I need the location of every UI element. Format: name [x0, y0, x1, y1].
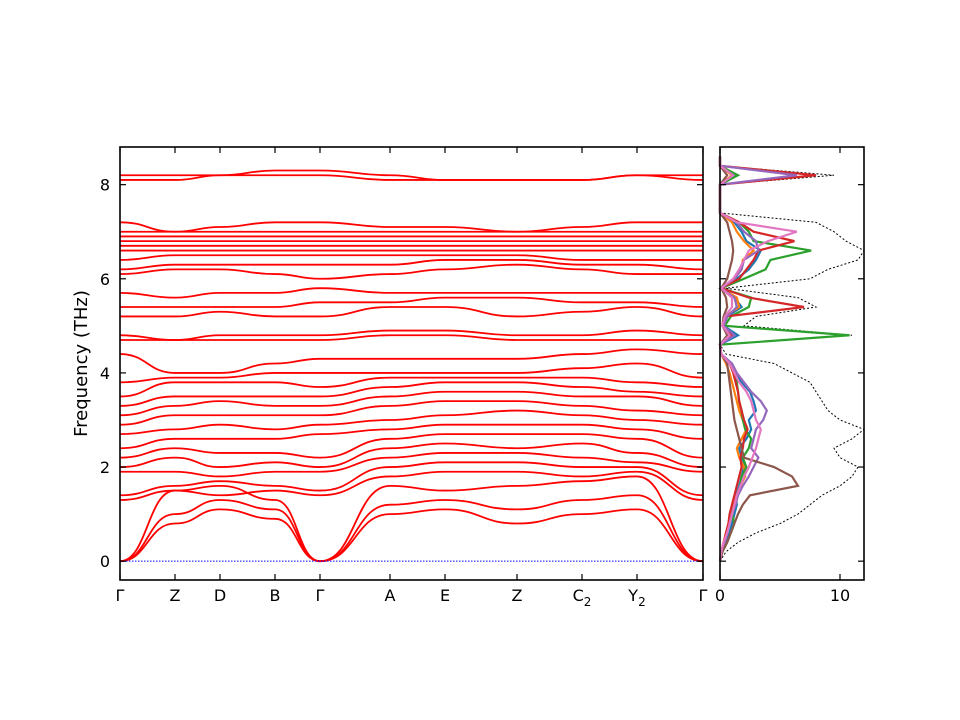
dos-x-tick-label: 10 [830, 586, 850, 605]
band-11 [119, 390, 704, 417]
dos-panel: 0 10 [715, 146, 865, 605]
y-tick-label: 8 [100, 176, 110, 195]
band-10 [119, 400, 704, 426]
dos-partial-line-6 [718, 156, 798, 562]
band-15 [119, 348, 704, 374]
band-9 [119, 409, 704, 435]
band-2 [119, 475, 704, 563]
dos-ticks [719, 147, 864, 580]
y-tick-label: 2 [100, 458, 110, 477]
dos-total-line [719, 156, 865, 562]
band-22 [119, 259, 704, 271]
band-13 [119, 376, 704, 398]
y-tick-label: 6 [100, 270, 110, 289]
kpoint-label: Y2 [627, 586, 645, 609]
kpoint-label: C2 [573, 586, 592, 609]
band-23 [119, 254, 703, 261]
band-5 [120, 452, 704, 478]
kpoint-label: Z [512, 586, 523, 605]
band-1 [119, 494, 704, 563]
band-16 [120, 334, 703, 341]
band-6 [119, 442, 704, 468]
dos-x-tick-labels: 0 10 [715, 586, 850, 605]
kpoint-label: E [440, 586, 450, 605]
band-19 [120, 296, 704, 308]
band-ticks [119, 147, 704, 580]
kpoint-label: Z [170, 586, 181, 605]
band-plot-frame [119, 146, 704, 581]
dos-partial-line-5 [718, 156, 800, 562]
kpoint-label: Γ [699, 586, 708, 605]
band-21 [119, 263, 703, 280]
y-axis-label: Frequency (THz) [71, 290, 92, 437]
band-14 [119, 362, 704, 384]
kpoint-label: Γ [116, 586, 125, 605]
band-18 [120, 306, 704, 318]
kpoint-label: A [385, 586, 396, 605]
dos-lines [717, 156, 865, 562]
band-8 [119, 423, 704, 450]
kpoint-labels: Γ Z D B Γ A E Z C2 Y2 Γ [116, 586, 708, 609]
kpoint-label: Γ [316, 586, 325, 605]
kpoint-label: B [270, 586, 281, 605]
y-tick-label: 4 [100, 364, 110, 383]
band-structure-panel: Γ Z D B Γ A E Z C2 Y2 Γ 0 2 4 6 8 Frequency (THz) [71, 146, 708, 609]
band-29 [119, 221, 703, 233]
dos-partial-line-4 [718, 156, 797, 562]
band-17 [119, 329, 704, 341]
dos-partial-line-2 [717, 156, 850, 562]
band-20 [119, 287, 703, 299]
dos-plot-frame [719, 146, 865, 581]
band-3 [119, 470, 704, 501]
band-31 [120, 169, 703, 181]
dos-x-tick-label: 0 [715, 586, 725, 605]
band-4 [119, 461, 704, 497]
kpoint-label: D [214, 586, 226, 605]
y-tick-labels: 0 2 4 6 8 [100, 176, 110, 572]
band-7 [119, 433, 704, 459]
band-12 [119, 381, 704, 407]
band-0 [119, 508, 704, 563]
band-lines [119, 169, 704, 563]
y-tick-label: 0 [100, 552, 110, 571]
